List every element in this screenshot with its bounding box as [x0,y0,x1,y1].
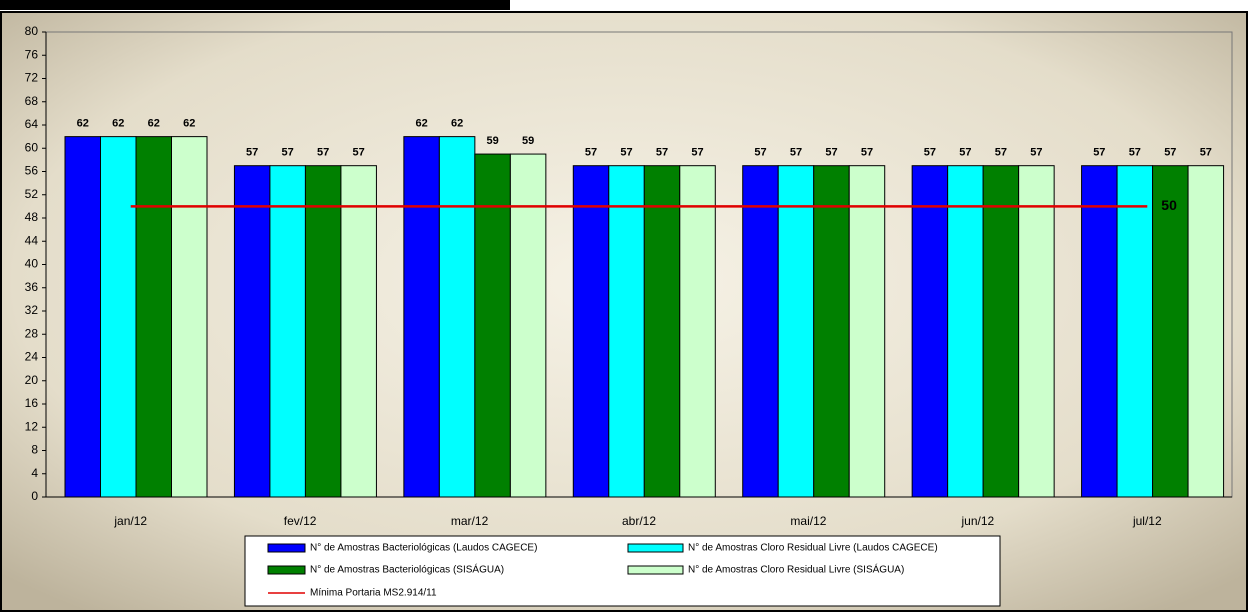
value-label: 57 [1030,147,1042,159]
y-tick-label: 52 [25,187,39,201]
value-label: 57 [861,147,873,159]
bar [171,136,208,498]
y-tick-label: 56 [25,164,39,178]
bar [848,165,886,498]
bar [742,165,779,498]
y-tick-label: 80 [25,24,39,38]
value-label: 57 [585,147,597,159]
y-tick-label: 20 [25,373,39,387]
legend-swatch [627,543,684,553]
bar [474,153,511,498]
x-tick-label: jul/12 [1132,514,1162,528]
y-tick-label: 76 [25,47,39,61]
value-label: 57 [959,147,971,159]
bar [1187,165,1225,498]
value-label: 62 [183,118,195,130]
bar [64,136,101,498]
bar [777,165,815,498]
y-tick-label: 24 [25,350,39,364]
y-tick-label: 12 [25,419,39,433]
y-tick-label: 0 [31,489,38,503]
value-label: 57 [754,147,766,159]
legend-label: N° de Amostras Cloro Residual Livre (SIS… [688,563,904,576]
bar [643,165,681,498]
bar [982,165,1020,498]
value-label: 59 [522,135,534,147]
bar [1152,165,1189,498]
legend-swatch [627,565,684,575]
bar [100,136,137,498]
value-label: 62 [77,118,89,130]
value-label: 57 [1093,147,1105,159]
legend-label: N° de Amostras Bacteriológicas (Laudos C… [310,543,537,554]
bar [1018,165,1055,498]
x-tick-label: jun/12 [961,514,995,528]
value-label: 62 [451,118,463,130]
value-label: 57 [924,147,936,159]
bar [608,165,645,498]
bar [340,165,377,498]
bar [947,165,984,498]
value-label: 59 [486,135,498,147]
x-tick-label: mai/12 [790,514,826,528]
bar [911,165,949,498]
bar [438,136,476,498]
legend-swatch [267,565,306,575]
y-tick-label: 4 [31,466,38,480]
value-label: 57 [790,147,802,159]
x-tick-label: abr/12 [622,514,656,528]
legend-label: N° de Amostras Cloro Residual Livre (Lau… [688,543,938,554]
y-tick-label: 8 [31,443,38,457]
value-label: 57 [691,147,703,159]
value-label: 57 [246,147,258,159]
value-label: 62 [148,118,160,130]
value-label: 57 [825,147,837,159]
y-tick-label: 16 [25,396,39,410]
bar [813,165,850,498]
value-label: 57 [1164,147,1176,159]
value-label: 62 [415,118,427,130]
bar [269,165,306,498]
value-label: 57 [620,147,632,159]
x-tick-label: fev/12 [284,514,317,528]
header-bar [0,0,510,10]
bar [1081,165,1118,498]
bar [233,165,271,498]
legend-label: N° de Amostras Bacteriológicas (SISÁGUA) [310,563,504,576]
value-label: 57 [1200,147,1212,159]
y-tick-label: 68 [25,94,39,108]
value-label: 57 [995,147,1007,159]
y-tick-label: 48 [25,210,39,224]
value-label: 57 [1129,147,1141,159]
value-label: 50 [1161,197,1177,213]
bar [509,153,547,498]
value-label: 57 [282,147,294,159]
value-label: 57 [656,147,668,159]
bar [1116,165,1154,498]
bar [679,165,716,498]
bar [135,136,172,498]
y-tick-label: 40 [25,257,39,271]
y-tick-label: 32 [25,303,39,317]
y-tick-label: 72 [25,71,39,85]
y-tick-label: 64 [25,117,39,131]
value-label: 57 [353,147,365,159]
bar [572,165,610,498]
y-tick-label: 44 [25,233,39,247]
bar [403,136,440,498]
legend-swatch [267,543,306,553]
y-tick-label: 60 [25,140,39,154]
value-label: 57 [317,147,329,159]
x-tick-label: mar/12 [451,514,489,528]
x-tick-label: jan/12 [113,514,147,528]
value-label: 62 [112,118,124,130]
y-tick-label: 36 [25,280,39,294]
y-tick-label: 28 [25,326,39,340]
legend [244,535,1001,607]
bar [304,165,342,498]
legend-label: Mínima Portaria MS2.914/11 [310,588,437,599]
